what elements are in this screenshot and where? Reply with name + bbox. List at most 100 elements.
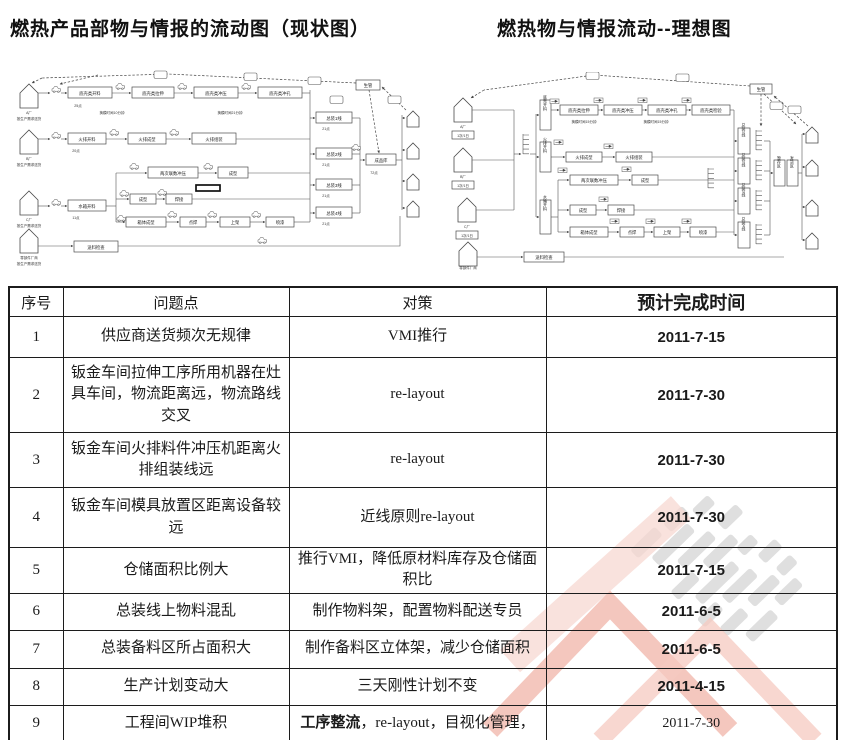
process-label: 总装4线 (326, 210, 342, 217)
supplier-house-icon (453, 97, 473, 123)
process-box (147, 166, 199, 179)
warehouse-box (365, 153, 397, 166)
kanban-icon (593, 97, 604, 103)
process-label: 火排开料 (78, 136, 96, 143)
process-box (127, 132, 167, 145)
truck-icon (351, 144, 361, 151)
process-label: 总装2线 (326, 151, 342, 158)
annotation: 20点 (72, 148, 80, 153)
supplier-house-icon (19, 129, 39, 155)
supplier-house-icon (457, 197, 477, 223)
kanban-icon (598, 196, 609, 202)
customer-house-icon (805, 199, 819, 217)
table-row: 7 总装备料区所占面积大 制作备料区立体架，减少仓储面积 2011-6-5 (8, 629, 838, 669)
truck-icon (109, 129, 119, 136)
diagram-label: 按生产需求送货 (17, 223, 42, 228)
annotation: 25点 (74, 103, 82, 108)
countermeasure-bold-part: 工序整流 (300, 715, 361, 732)
customer-house-icon (406, 173, 420, 191)
truck-icon (251, 211, 261, 218)
kanban-icon (609, 218, 620, 224)
table-row: 4 钣金车间模具放置区距离设备较远 近线原则re-layout 2011-7-3… (8, 487, 838, 548)
cell-no: 6 (8, 592, 64, 631)
process-box (131, 86, 175, 99)
table-row: 9 工程间WIP堆积 工序整流，re-layout，目视化管理， 2011-7-… (8, 704, 838, 740)
cell-problem: 总装备料区所占面积大 (62, 629, 290, 669)
document-icon (329, 95, 344, 104)
cell-date: 2011-7-30 (545, 432, 838, 488)
process-label: 底壳类拉伸 (568, 107, 590, 114)
process-label: 水箱开料 (78, 203, 96, 210)
process-label: 总装3线 (326, 182, 342, 189)
diagram-label: 按生产需求送货 (17, 162, 42, 167)
annotation: 换模时间10分钟 (100, 110, 125, 115)
truck-icon (207, 211, 217, 218)
cell-no: 4 (8, 487, 64, 548)
cell-countermeasure: re-layout (288, 357, 547, 433)
supplier-house-icon (458, 241, 478, 267)
cell-no: 3 (8, 432, 64, 488)
process-box (539, 99, 552, 131)
cell-problem: 供应商送货频次无规律 (62, 316, 290, 358)
process-label: 底壳开料 (543, 95, 548, 112)
process-label: 底壳类检验 (700, 107, 722, 114)
countermeasure-table: 序号 问题点 对策 预计完成时间 1 供应商送货频次无规律 VMI推行 2011… (8, 286, 838, 740)
process-label: 生管 (757, 86, 766, 93)
fifo-lane-icon (755, 223, 763, 245)
table-row: 5 仓储面积比例大 推行VMI，降低原材料库存及仓储面积比 2011-7-15 (8, 547, 838, 594)
table-header-row: 序号 问题点 对策 预计完成时间 (8, 286, 838, 317)
process-box (315, 206, 353, 219)
table-row: 8 生产计划变动大 三天刚性计划不变 2011-4-15 (8, 667, 838, 706)
process-label: 送料检查 (87, 244, 105, 251)
process-label: 焊接 (617, 207, 626, 214)
cell-no: 1 (8, 316, 64, 358)
diagram-label: C厂 (26, 218, 33, 222)
ideal-state-flow-diagram: A厂 1次/1日 B厂 1次/1日 C厂 1次/1日 零部件厂商 底壳开料 火排… (451, 72, 819, 270)
cell-problem: 总装线上物料混乱 (62, 592, 290, 631)
process-label: 发货区 (790, 156, 795, 168)
cell-problem: 生产计划变动大 (62, 667, 290, 706)
cell-problem: 钣金车间拉伸工序所用机器在灶具车间，物流距离远，物流路线交叉 (62, 357, 290, 433)
kanban-icon (549, 98, 560, 104)
truck-icon (241, 83, 251, 90)
truck-icon (51, 132, 61, 139)
process-label: 总装1线 (326, 115, 342, 122)
process-label: 上架 (663, 229, 672, 236)
process-label: 暂存区 (777, 156, 782, 168)
diagram-label: 1次/1日 (461, 233, 473, 238)
diagram-label: 零部件厂商 (20, 255, 38, 260)
diagram-label: 按生产需求送货 (17, 261, 42, 266)
process-label: 上架 (231, 219, 240, 226)
truck-icon (169, 129, 179, 136)
supplier-house-icon (453, 147, 473, 173)
process-label: 喷漆 (699, 229, 708, 236)
process-label: 底壳类开料 (79, 90, 101, 97)
process-box (191, 132, 237, 145)
process-label: 底壳类冲孔 (269, 90, 291, 97)
truck-icon (119, 190, 129, 197)
cell-date: 2011-4-15 (545, 667, 838, 706)
customer-house-icon (406, 110, 420, 128)
cell-no: 2 (8, 357, 64, 433)
cell-countermeasure: 近线原则re-layout (288, 487, 547, 548)
cell-problem: 钣金车间火排料件冲压机距离火排组装线远 (62, 432, 290, 488)
table-row: 1 供应商送货频次无规律 VMI推行 2011-7-15 (8, 316, 838, 358)
kanban-icon (621, 166, 632, 172)
document-icon (675, 73, 690, 82)
document-icon (769, 101, 784, 110)
process-label: 火排成型 (138, 136, 156, 143)
supplier-house-icon (19, 228, 39, 254)
page-title-current-state: 燃热产品部物与情报的流动图（现状图） (10, 19, 371, 40)
process-box (257, 86, 303, 99)
cell-no: 8 (8, 667, 64, 706)
annotation: 换模时间15分钟 (644, 119, 669, 124)
annotation: 11点 (72, 215, 80, 220)
process-box (737, 127, 751, 155)
truck-icon (203, 163, 213, 170)
fifo-lane-icon (522, 133, 530, 155)
page-title-ideal-state: 燃热物与情报流动--理想图 (497, 19, 732, 40)
col-header-no: 序号 (8, 286, 64, 317)
diagram-label: 按生产需求送货 (17, 116, 42, 121)
document-icon (585, 72, 600, 80)
process-label: 成品库 (375, 157, 389, 164)
